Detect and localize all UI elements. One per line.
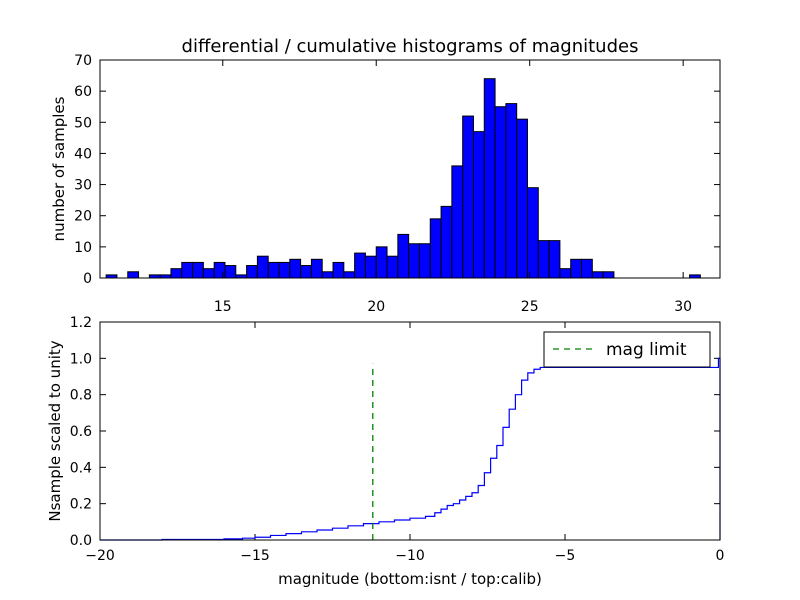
legend-label-mag-limit: mag limit <box>606 340 687 360</box>
bottom-y-tick-label: 1.0 <box>70 351 92 367</box>
histogram-bar <box>321 271 334 279</box>
histogram-bar <box>354 252 366 279</box>
top-y-tick-label: 10 <box>74 240 92 256</box>
histogram-bar <box>224 265 237 279</box>
top-y-tick-label: 70 <box>74 53 92 69</box>
legend: mag limit <box>543 331 711 368</box>
histogram-bar <box>537 240 550 279</box>
histogram-bar <box>332 261 345 279</box>
top-y-tick-label: 20 <box>74 209 92 225</box>
legend-box <box>543 331 711 368</box>
histogram-bar <box>364 255 377 279</box>
histogram-bar <box>591 271 604 279</box>
histogram-bar <box>429 218 442 279</box>
bottom-axes-frame <box>99 321 721 541</box>
bottom-x-tick-label: −15 <box>240 548 270 564</box>
histogram-bar <box>440 205 453 279</box>
histogram-bar <box>462 115 474 279</box>
bottom-x-tick-label: 0 <box>716 548 725 564</box>
histogram-bar <box>310 258 323 279</box>
histogram-bar <box>181 261 194 279</box>
top-ticks-group: 0 10 20 30 40 50 60 70 15 20 25 30 <box>74 53 720 315</box>
histogram-bar <box>278 261 291 279</box>
histogram-bar <box>526 187 539 279</box>
cumulative-line <box>100 357 721 541</box>
bottom-x-axis-label: magnitude (bottom:isnt / top:calib) <box>278 570 542 588</box>
bottom-y-tick-label: 0.2 <box>70 497 92 513</box>
bottom-x-tick-label: −20 <box>85 548 115 564</box>
histogram-bar <box>170 268 183 279</box>
bottom-y-tick-label: 0.6 <box>70 424 92 440</box>
top-x-tick-label: 15 <box>214 299 232 315</box>
top-y-axis-label: number of samples <box>50 96 68 241</box>
top-axes-frame <box>99 59 721 279</box>
top-chart-title: differential / cumulative histograms of … <box>182 36 639 57</box>
bottom-y-tick-label: 0.0 <box>70 533 92 549</box>
histogram-bar <box>451 165 464 279</box>
top-x-tick-label: 30 <box>674 299 692 315</box>
top-y-tick-label: 40 <box>74 146 92 162</box>
histogram-bar <box>386 255 399 279</box>
top-y-tick-label: 50 <box>74 115 92 131</box>
top-y-tick-label: 60 <box>74 84 92 100</box>
histogram-bar <box>483 78 496 279</box>
bottom-y-tick-label: 1.2 <box>70 315 92 331</box>
histogram-bar <box>418 243 431 279</box>
histogram-bar <box>192 261 204 279</box>
histogram-bar <box>516 118 528 279</box>
histogram-bar <box>494 106 507 279</box>
histogram-bar <box>256 255 269 279</box>
histogram-bar <box>300 265 312 279</box>
histogram-bar <box>375 246 388 279</box>
bottom-ticks-group: 0.0 0.2 0.4 0.6 0.8 1.0 1.2 −20 −15 −10 −5 0 <box>70 315 725 564</box>
top-y-tick-label: 0 <box>83 271 92 287</box>
top-x-tick-label: 25 <box>521 299 539 315</box>
histogram-bar <box>581 258 593 279</box>
bottom-x-tick-label: −5 <box>555 548 576 564</box>
histogram-bar <box>397 233 410 279</box>
histogram-bar <box>343 271 356 279</box>
histogram-bar <box>267 261 280 279</box>
histogram-bar <box>213 261 226 279</box>
top-y-tick-label: 30 <box>74 178 92 194</box>
top-x-tick-label: 20 <box>367 299 385 315</box>
bottom-y-tick-label: 0.4 <box>70 460 92 476</box>
histogram-bar <box>472 131 485 279</box>
histogram-bar <box>570 258 583 279</box>
histogram-bar <box>548 240 561 279</box>
histogram-bar <box>289 258 302 279</box>
bottom-y-axis-label: Nsample scaled to unity <box>46 340 64 521</box>
bottom-x-tick-label: −10 <box>395 548 425 564</box>
histogram-bar <box>505 103 518 279</box>
histogram-bar <box>127 271 140 279</box>
histogram-bar <box>602 271 615 279</box>
bottom-y-tick-label: 0.8 <box>70 388 92 404</box>
histogram-bar <box>559 268 572 279</box>
histogram-bar <box>202 268 215 279</box>
histogram-bar <box>408 243 420 279</box>
histogram-bar <box>246 265 258 279</box>
